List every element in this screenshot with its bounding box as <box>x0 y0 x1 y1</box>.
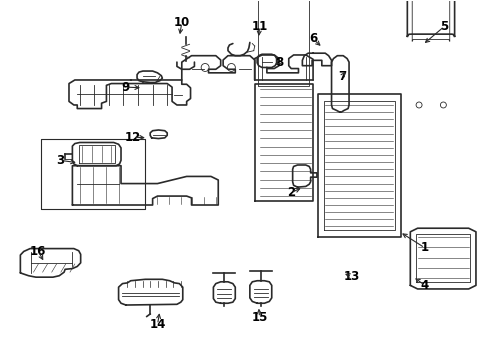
Text: 14: 14 <box>149 318 166 331</box>
Text: 9: 9 <box>122 81 130 94</box>
Text: 15: 15 <box>251 311 268 324</box>
Text: 2: 2 <box>287 186 295 199</box>
Text: 7: 7 <box>338 70 346 83</box>
Text: 1: 1 <box>421 241 429 255</box>
Bar <box>258 0 309 86</box>
Text: 16: 16 <box>30 245 47 258</box>
Text: 12: 12 <box>125 131 141 144</box>
Text: 5: 5 <box>440 20 448 33</box>
Text: 4: 4 <box>421 279 429 292</box>
Text: 13: 13 <box>344 270 360 283</box>
Text: 11: 11 <box>251 20 268 33</box>
Text: 3: 3 <box>56 154 64 167</box>
Text: 6: 6 <box>309 32 317 45</box>
Text: 8: 8 <box>275 55 283 69</box>
Text: 10: 10 <box>173 16 190 29</box>
